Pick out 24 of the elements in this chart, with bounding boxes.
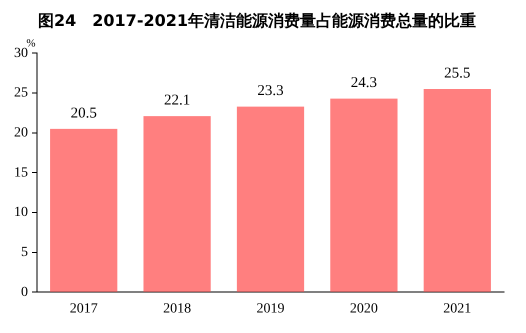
data-label: 24.3: [350, 75, 378, 92]
bar: [424, 89, 491, 292]
bar: [143, 116, 211, 292]
bar: [330, 98, 398, 292]
y-tick-label: 25: [14, 86, 28, 101]
y-tick-label: 10: [14, 205, 28, 220]
chart-title: 图24 2017-2021年清洁能源消费量占能源消费总量的比重: [38, 10, 476, 30]
y-tick-label: 15: [14, 165, 28, 180]
bar: [50, 128, 118, 292]
y-tick-label: 0: [21, 284, 28, 300]
data-label: 25.5: [444, 65, 470, 82]
y-tick-label: 5: [21, 245, 28, 260]
x-tick-label: 2021: [443, 301, 472, 316]
x-tick-label: 2020: [350, 301, 378, 316]
x-tick-label: 2019: [256, 301, 284, 316]
data-label: 22.1: [164, 92, 190, 109]
y-tick-label: 20: [14, 126, 28, 141]
data-label: 20.5: [70, 105, 97, 122]
x-tick-label: 2017: [70, 301, 98, 316]
bar: [236, 106, 304, 292]
y-tick-label: 30: [14, 46, 28, 61]
x-tick-label: 2018: [163, 301, 192, 316]
y-axis-title: %: [26, 38, 36, 50]
data-label: 23.3: [257, 83, 284, 100]
